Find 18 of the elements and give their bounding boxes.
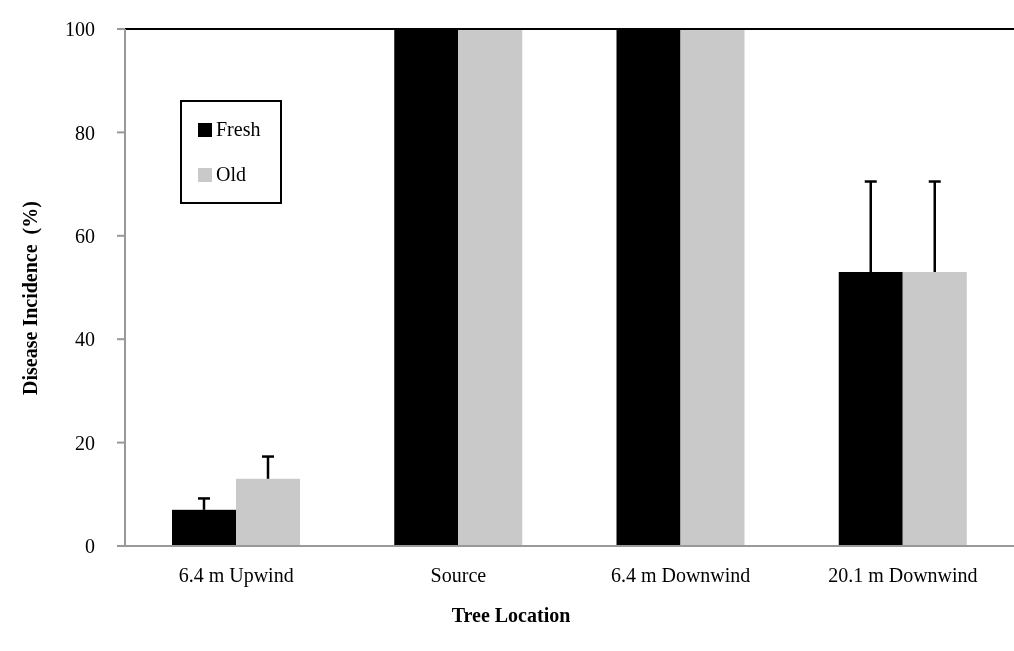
bar xyxy=(458,29,523,546)
bar xyxy=(902,271,967,546)
bar xyxy=(236,478,300,546)
y-tick-label: 80 xyxy=(75,121,95,144)
legend-label: Fresh xyxy=(216,118,261,141)
y-tick-label: 0 xyxy=(85,535,95,558)
x-tick-label: 6.4 m Upwind xyxy=(178,564,294,588)
legend-label: Old xyxy=(216,163,246,186)
bar xyxy=(680,29,745,546)
x-axis-title: Tree Location xyxy=(450,604,572,627)
x-tick-label: Source xyxy=(430,564,487,587)
y-tick-label: 100 xyxy=(65,18,95,41)
y-tick-label: 20 xyxy=(75,431,95,454)
y-tick-label: 60 xyxy=(75,224,95,247)
y-axis-title: Disease Incidence (%) xyxy=(18,201,42,395)
y-tick-label: 40 xyxy=(75,328,95,351)
x-tick-label: 6.4 m Downwind xyxy=(610,564,751,587)
x-tick-label: 20.1 m Downwind xyxy=(828,564,978,587)
